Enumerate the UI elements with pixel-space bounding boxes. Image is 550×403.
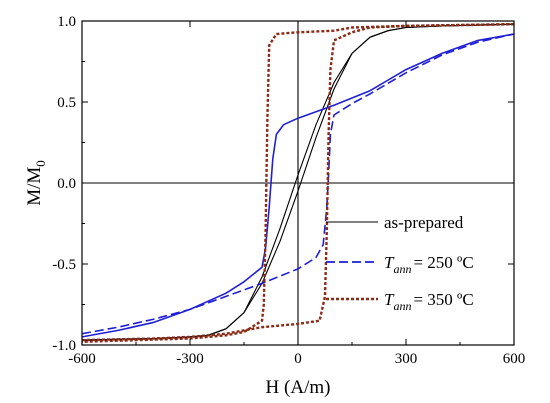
- legend-label: Tann = 350 ºC: [384, 290, 474, 313]
- y-tick-label: 1.0: [57, 14, 76, 30]
- x-tick-label: 600: [503, 351, 526, 367]
- y-axis-title: M/M0: [24, 160, 48, 206]
- series-3-branch-1: [82, 23, 514, 342]
- series-layer: [82, 23, 514, 343]
- y-axis-tick-labels: -1.0 -0.5 0.0 0.5 1.0: [52, 14, 76, 354]
- x-tick-label: -300: [176, 351, 204, 367]
- legend-label-rest: = 350 ºC: [413, 290, 473, 309]
- x-axis-tick-labels: -600 -300 0 300 600: [68, 351, 525, 367]
- x-axis-title: H (A/m): [266, 377, 331, 398]
- legend-label-prefix: T: [384, 290, 395, 309]
- x-tick-label: 300: [395, 351, 418, 367]
- zero-lines: [82, 21, 514, 345]
- series-3: [82, 23, 514, 343]
- y-tick-label: 0.5: [57, 95, 76, 111]
- x-axis-ticks: [81, 21, 515, 345]
- legend-label: as-prepared: [384, 213, 464, 232]
- y-axis-title-main: M/M: [24, 167, 45, 206]
- x-tick-label: 0: [294, 351, 302, 367]
- y-tick-label: 0.0: [57, 176, 76, 192]
- series-2-branch-2: [82, 33, 514, 338]
- legend-label-rest: = 250 ºC: [413, 253, 473, 272]
- legend-label: Tann = 250 ºC: [384, 253, 474, 276]
- y-axis-ticks: [82, 20, 514, 346]
- y-tick-label: -0.5: [52, 257, 76, 273]
- y-axis-title-sub: 0: [33, 160, 48, 167]
- legend-label-sub: ann: [393, 299, 411, 313]
- x-tick-label: -600: [68, 351, 96, 367]
- legend-label-prefix: T: [384, 253, 395, 272]
- series-3-branch-2: [82, 23, 514, 343]
- y-tick-label: -1.0: [52, 338, 76, 354]
- legend-label-sub: ann: [393, 262, 411, 276]
